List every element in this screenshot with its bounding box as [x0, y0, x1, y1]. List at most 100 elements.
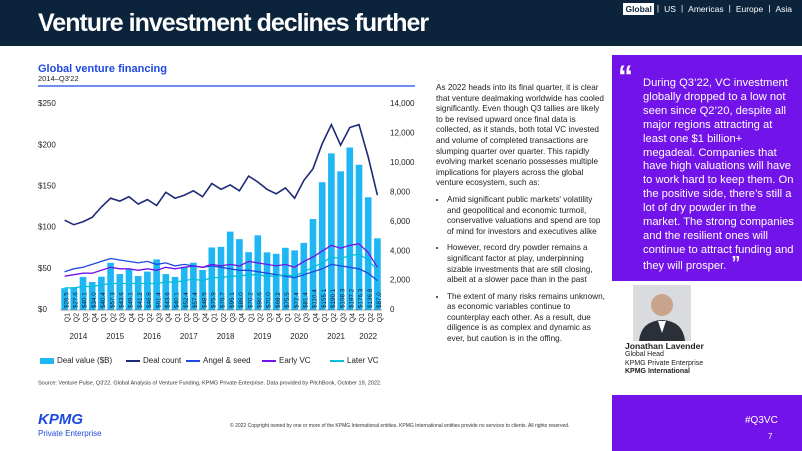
- bar-label: $70.2: [247, 292, 254, 308]
- bar-label: $43.6: [164, 292, 171, 308]
- bar-label: $190.1: [330, 288, 337, 308]
- quote-mark: “: [618, 60, 633, 93]
- bar-label: $81.4: [302, 292, 309, 308]
- bar-label: $61.4: [155, 292, 162, 308]
- bar-label: $86.0: [238, 292, 245, 308]
- bar: [107, 262, 114, 310]
- bar: [116, 274, 124, 310]
- bar-label: $46.6: [146, 292, 153, 308]
- hashtag: #Q3VC: [745, 415, 778, 426]
- bar: [346, 147, 354, 310]
- bar: [171, 276, 179, 310]
- bullets: Amid significant public markets' volatil…: [436, 195, 606, 345]
- bar: [208, 247, 216, 310]
- x-tick-label: Q2: [110, 313, 117, 322]
- bar: [98, 276, 105, 310]
- page-number: 7: [768, 432, 773, 441]
- nav-item[interactable]: Global: [623, 3, 654, 15]
- line-series: [64, 243, 378, 277]
- bar-label: $136.8: [367, 288, 374, 308]
- bar-label: $168.3: [339, 288, 346, 308]
- y2-tick-label: 0: [390, 305, 395, 314]
- nav-sep: |: [680, 3, 684, 13]
- bar: [374, 238, 381, 310]
- x-tick-label: Q2: [294, 313, 301, 322]
- bar: [217, 246, 225, 310]
- bar: [70, 287, 78, 310]
- nav-sep: |: [656, 3, 660, 13]
- x-group-label: 2018: [217, 332, 235, 341]
- bar: [226, 231, 234, 310]
- bar: [254, 235, 262, 310]
- bar: [153, 259, 160, 310]
- nav-item[interactable]: Europe: [735, 4, 764, 14]
- x-tick-label: Q1: [248, 313, 255, 322]
- y2-tick-label: 14,000: [390, 99, 415, 108]
- bar-label: $95.1: [229, 292, 236, 308]
- bar-label: $176.3: [358, 288, 365, 308]
- bar-label: $87.0: [376, 292, 383, 308]
- x-tick-label: Q2: [74, 313, 81, 322]
- bar-label: $90.6: [256, 292, 263, 308]
- photo: [633, 285, 691, 341]
- x-group-label: 2015: [106, 332, 124, 341]
- y2-tick-label: 10,000: [390, 158, 415, 167]
- legend-swatch: [40, 358, 54, 364]
- bar-label: $57.4: [192, 292, 199, 308]
- bar: [272, 253, 280, 310]
- bar: [318, 182, 326, 310]
- nav-item[interactable]: US: [664, 4, 676, 14]
- header-band: [0, 0, 802, 46]
- y-tick-label: $50: [38, 264, 52, 273]
- x-tick-label: Q1: [138, 313, 145, 322]
- bar-label: $34.0: [91, 292, 98, 308]
- bar: [282, 247, 289, 310]
- legend-label: Angel & seed: [203, 356, 251, 365]
- legend-label: Later VC: [347, 356, 379, 365]
- logo: KPMG: [38, 411, 83, 428]
- line-series: [64, 122, 379, 226]
- region-nav: Global | US | Americas | Europe | Asia: [623, 3, 794, 15]
- bar-label: $75.9: [210, 292, 217, 308]
- x-tick-label: Q2: [258, 313, 265, 322]
- x-tick-label: Q1: [175, 313, 182, 322]
- nav-item[interactable]: Asia: [775, 4, 792, 14]
- source: Source: Venture Pulse, Q3'22. Global Ana…: [38, 380, 382, 386]
- y-tick-label: $200: [38, 140, 56, 149]
- footer-panel: [612, 395, 802, 451]
- y-tick-label: $250: [38, 99, 56, 108]
- nav-item[interactable]: Americas: [688, 4, 724, 14]
- line-series: [64, 253, 378, 289]
- bar: [291, 250, 298, 310]
- bar: [162, 274, 170, 310]
- person-org: KPMG International: [625, 368, 690, 376]
- bar: [309, 219, 317, 310]
- y-tick-label: $100: [38, 223, 56, 232]
- y2-tick-label: 6,000: [390, 217, 411, 226]
- bar-label: $197.2: [348, 288, 355, 308]
- quote-panel: [612, 55, 802, 281]
- bar-label: $155.1: [321, 288, 328, 308]
- x-tick-label: Q3: [304, 313, 311, 322]
- x-tick-label: Q1: [64, 313, 71, 322]
- x-group-label: 2022: [359, 332, 377, 341]
- y-tick-label: $150: [38, 182, 56, 191]
- bullet: Amid significant public markets' volatil…: [447, 195, 606, 237]
- x-tick-label: Q3: [120, 313, 127, 322]
- x-tick-label: Q3: [156, 313, 163, 322]
- x-tick-label: Q2: [184, 313, 191, 322]
- bar: [125, 269, 133, 310]
- bar-label: $68.2: [275, 292, 282, 308]
- bar-label: $72.4: [293, 292, 300, 308]
- bar: [199, 270, 206, 310]
- bar-label: $41.2: [137, 292, 144, 308]
- x-tick-label: Q2: [221, 313, 228, 322]
- bar: [236, 239, 243, 310]
- bar: [88, 281, 96, 310]
- intro: As 2022 heads into its final quarter, it…: [436, 83, 604, 188]
- bar: [355, 164, 363, 310]
- x-tick-label: Q1: [212, 313, 219, 322]
- x-tick-label: Q4: [202, 313, 209, 322]
- legend-label: Early VC: [279, 356, 311, 365]
